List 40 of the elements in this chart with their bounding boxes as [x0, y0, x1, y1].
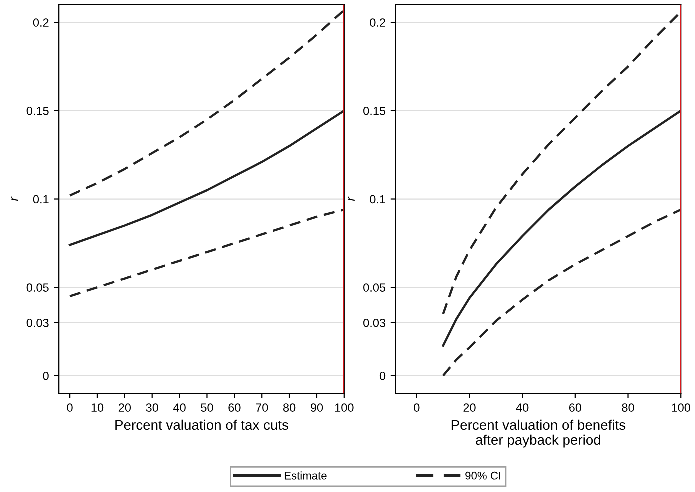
x-tick-label: 60 [228, 404, 241, 412]
x-tick-label: 80 [622, 404, 634, 412]
y-axis-title: r [12, 196, 18, 202]
y-tick-label: 0.03 [364, 318, 386, 328]
x-axis-title: Percent valuation of benefits after payback period [452, 420, 626, 448]
x-tick-label: 30 [146, 404, 158, 412]
x-tick-label: 0 [67, 404, 73, 412]
x-axis-title: Percent valuation of tax cuts [116, 420, 288, 430]
y-tick-label: 0.03 [26, 318, 49, 328]
x-tick-label: 40 [516, 404, 529, 412]
x-tick-label: 60 [569, 404, 582, 412]
line-series [68, 9, 344, 197]
x-tick-label: 20 [118, 404, 132, 412]
y-tick-label: 0.05 [364, 284, 386, 292]
x-tick-label: 90 [310, 404, 324, 412]
line-series [68, 208, 344, 298]
x-tick-label: 0 [414, 404, 420, 412]
x-tick-label: 100 [672, 404, 690, 412]
y-tick-label: 0.1 [370, 195, 386, 204]
x-tick-label: 10 [92, 404, 104, 412]
y-tick-label: 0 [43, 372, 49, 380]
y-axis-title: r [348, 196, 355, 202]
x-tick-label: 20 [464, 404, 476, 412]
y-tick-label: 0.2 [370, 18, 386, 27]
line-series [442, 208, 682, 378]
y-tick-label: 0.15 [364, 106, 386, 116]
y-tick-label: 0.05 [26, 284, 49, 292]
legend-label: Estimate [284, 472, 327, 480]
line-series [442, 110, 682, 348]
legend-label: 90% CI [466, 472, 500, 480]
x-tick-label: 50 [201, 404, 214, 412]
y-tick-label: 0.2 [33, 18, 49, 27]
x-tick-label: 100 [335, 404, 354, 412]
y-tick-label: 0.1 [33, 195, 49, 204]
y-tick-label: 0 [380, 372, 386, 380]
x-tick-label: 70 [256, 404, 268, 412]
x-tick-label: 80 [283, 404, 296, 412]
line-series [68, 110, 344, 246]
x-tick-label: 40 [174, 404, 186, 412]
y-tick-label: 0.15 [26, 106, 49, 116]
